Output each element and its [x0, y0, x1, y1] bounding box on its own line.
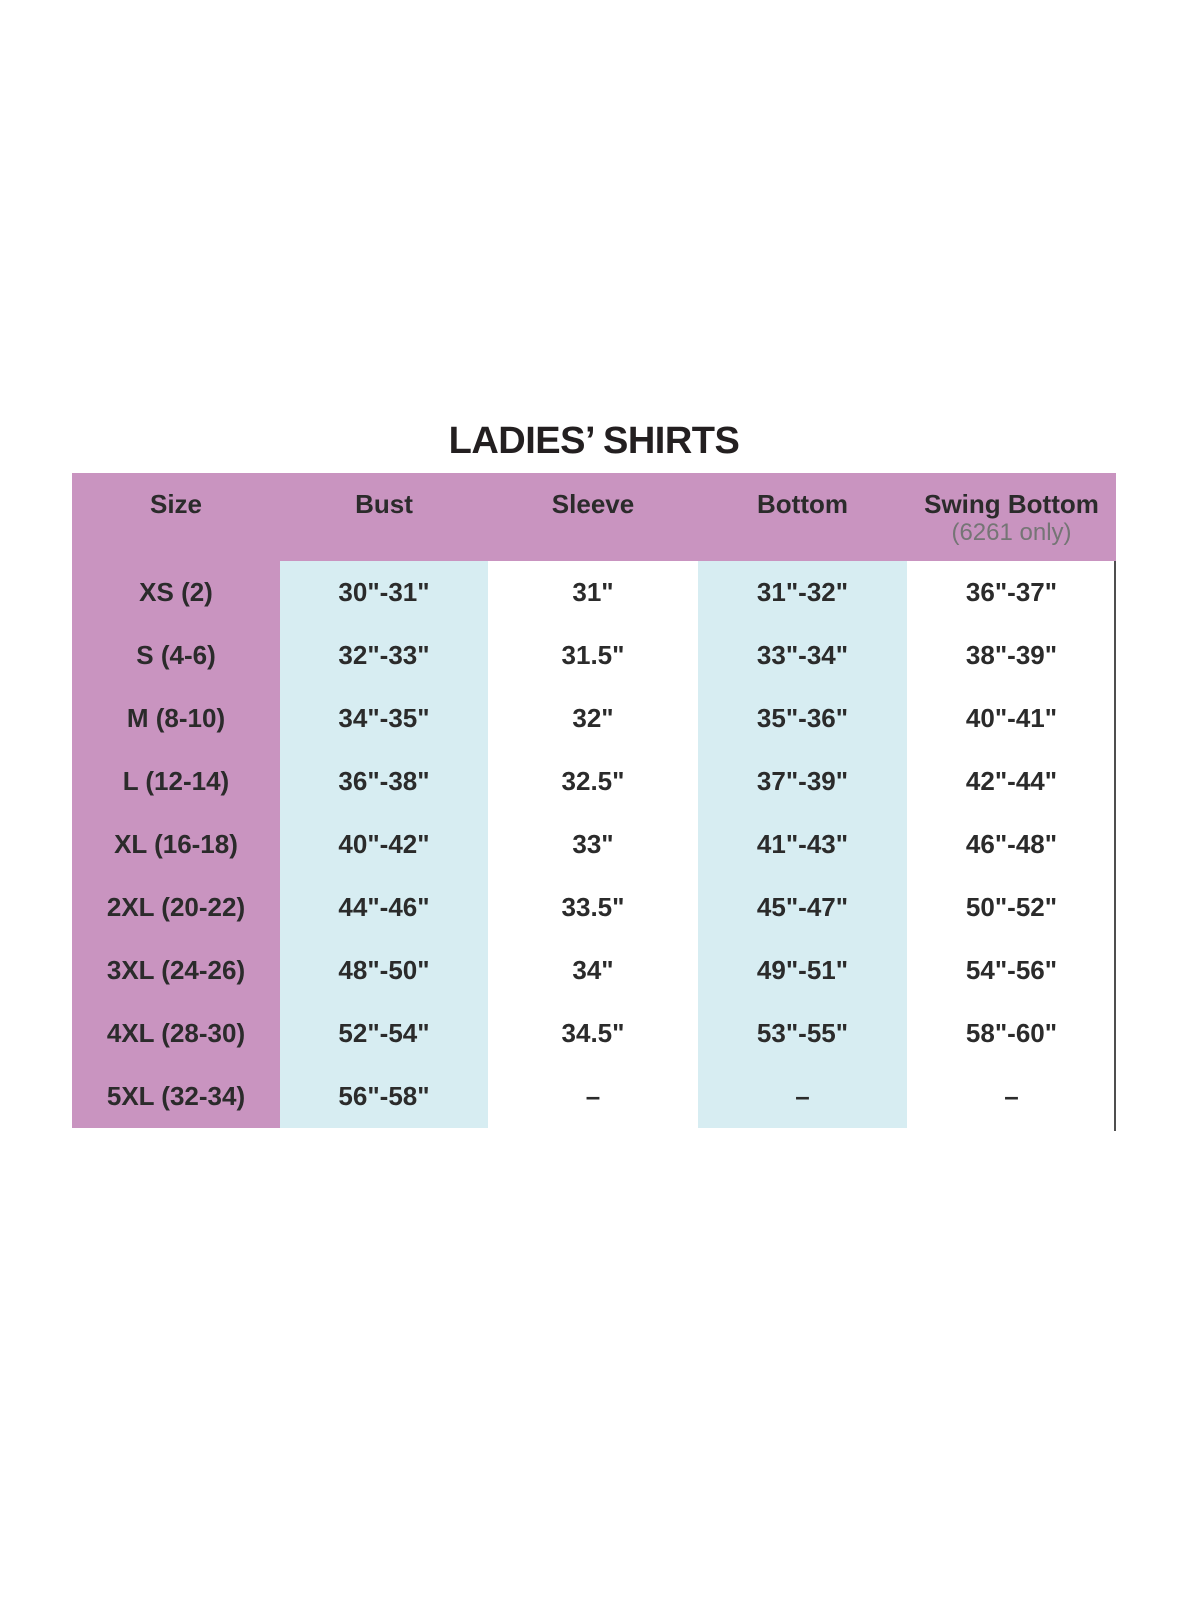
- header-sublabel-swing-bottom: (6261 only): [951, 519, 1072, 546]
- cell-bottom: 31"-32": [698, 561, 907, 624]
- table-row-5xl: 5XL (32-34) 56"-58" – – –: [72, 1065, 1116, 1128]
- cell-sleeve: 31.5": [561, 640, 625, 670]
- cell-sleeve: 32": [572, 703, 614, 733]
- cell-bottom: 33"-34": [698, 624, 907, 687]
- header-label-size: Size: [149, 489, 203, 519]
- cell-size: L (12-14): [72, 750, 280, 813]
- cell-swing-bottom: 50"-52": [965, 892, 1058, 922]
- cell-swing-bottom: –: [1004, 1081, 1019, 1111]
- header-sublabel-bottom: [698, 520, 907, 546]
- cell-sleeve: 34": [572, 955, 614, 985]
- cell-size: XL (16-18): [72, 813, 280, 876]
- cell-bottom: 35"-36": [698, 687, 907, 750]
- header-cell-bottom: Bottom: [698, 488, 907, 546]
- header-label-bottom: Bottom: [757, 489, 848, 519]
- table-row-l: L (12-14) 36"-38" 32.5" 37"-39" 42"-44": [72, 750, 1116, 813]
- cell-bottom: 53"-55": [698, 1002, 907, 1065]
- cell-sleeve: 31": [572, 577, 614, 607]
- header-label-bust: Bust: [355, 489, 413, 519]
- header-label-sleeve: Sleeve: [551, 489, 635, 519]
- cell-size: S (4-6): [72, 624, 280, 687]
- cell-bust: 36"-38": [280, 750, 488, 813]
- cell-bottom: 49"-51": [698, 939, 907, 1002]
- cell-bust: 52"-54": [280, 1002, 488, 1065]
- cell-bottom: –: [698, 1065, 907, 1128]
- cell-sleeve: 34.5": [561, 1018, 625, 1048]
- header-cell-swing-bottom: Swing Bottom (6261 only): [907, 488, 1116, 546]
- table-row-4xl: 4XL (28-30) 52"-54" 34.5" 53"-55" 58"-60…: [72, 1002, 1116, 1065]
- cell-swing-bottom: 54"-56": [965, 955, 1058, 985]
- cell-sleeve: 32.5": [561, 766, 625, 796]
- cell-bust: 32"-33": [280, 624, 488, 687]
- cell-bust: 40"-42": [280, 813, 488, 876]
- cell-size: 4XL (28-30): [72, 1002, 280, 1065]
- cell-bust: 56"-58": [280, 1065, 488, 1128]
- table-row-xs: XS (2) 30"-31" 31" 31"-32" 36"-37": [72, 561, 1116, 624]
- cell-swing-bottom: 36"-37": [965, 577, 1058, 607]
- cell-swing-bottom: 58"-60": [965, 1018, 1058, 1048]
- header-cell-size: Size: [72, 488, 280, 546]
- table-header-row: Size Bust Sleeve Bottom Swing Bottom (62…: [72, 473, 1116, 561]
- cell-bottom: 41"-43": [698, 813, 907, 876]
- cell-bottom: 37"-39": [698, 750, 907, 813]
- cell-bust: 30"-31": [280, 561, 488, 624]
- header-cell-sleeve: Sleeve: [488, 488, 698, 546]
- cell-bottom: 45"-47": [698, 876, 907, 939]
- cell-sleeve: 33": [572, 829, 614, 859]
- cell-size: 2XL (20-22): [72, 876, 280, 939]
- size-chart-table: Size Bust Sleeve Bottom Swing Bottom (62…: [72, 473, 1116, 1131]
- cell-sleeve: 33.5": [561, 892, 625, 922]
- cell-swing-bottom: 46"-48": [965, 829, 1058, 859]
- header-cell-bust: Bust: [280, 488, 488, 546]
- header-sublabel-bust: [280, 520, 488, 546]
- cell-bust: 48"-50": [280, 939, 488, 1002]
- table-row-2xl: 2XL (20-22) 44"-46" 33.5" 45"-47" 50"-52…: [72, 876, 1116, 939]
- cell-size: M (8-10): [72, 687, 280, 750]
- cell-size: 3XL (24-26): [72, 939, 280, 1002]
- table-row-m: M (8-10) 34"-35" 32" 35"-36" 40"-41": [72, 687, 1116, 750]
- cell-bust: 44"-46": [280, 876, 488, 939]
- cell-bust: 34"-35": [280, 687, 488, 750]
- cell-swing-bottom: 40"-41": [965, 703, 1058, 733]
- page-title: LADIES’ SHIRTS: [448, 420, 740, 462]
- header-sublabel-sleeve: [488, 520, 698, 546]
- cell-size: 5XL (32-34): [72, 1065, 280, 1128]
- table-row-xl: XL (16-18) 40"-42" 33" 41"-43" 46"-48": [72, 813, 1116, 876]
- table-row-3xl: 3XL (24-26) 48"-50" 34" 49"-51" 54"-56": [72, 939, 1116, 1002]
- cell-swing-bottom: 42"-44": [965, 766, 1058, 796]
- cell-swing-bottom: 38"-39": [965, 640, 1058, 670]
- header-label-swing-bottom: Swing Bottom: [924, 489, 1099, 519]
- header-sublabel-size: [72, 520, 280, 546]
- cell-sleeve: –: [585, 1081, 601, 1111]
- cell-size: XS (2): [72, 561, 280, 624]
- table-right-border: [1114, 561, 1116, 1131]
- table-row-s: S (4-6) 32"-33" 31.5" 33"-34" 38"-39": [72, 624, 1116, 687]
- table-body: XS (2) 30"-31" 31" 31"-32" 36"-37" S (4-…: [72, 561, 1116, 1131]
